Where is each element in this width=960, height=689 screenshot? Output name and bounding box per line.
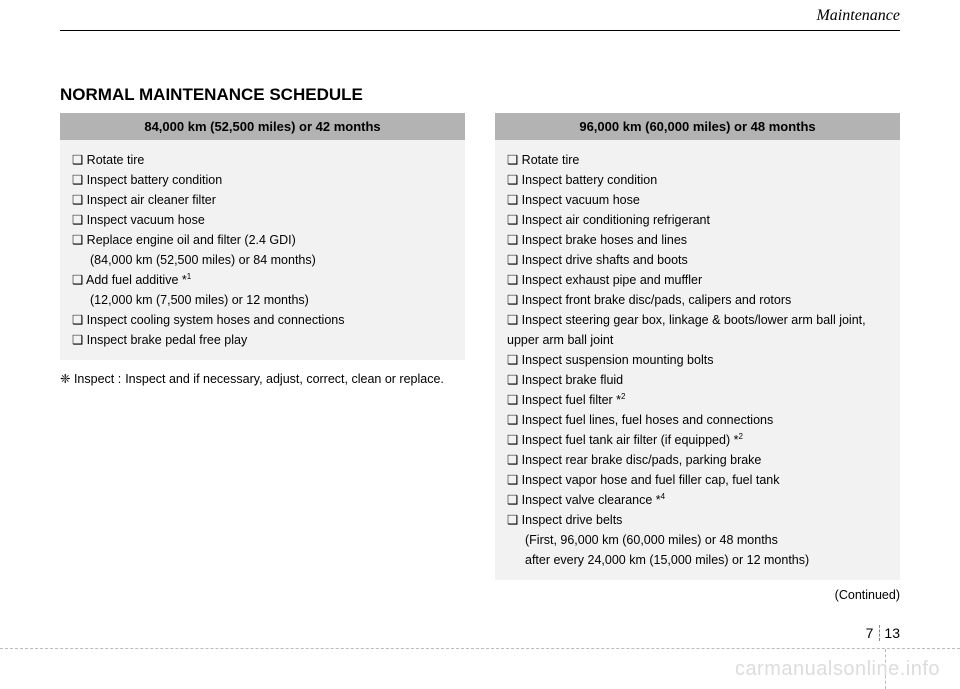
list-item: ❑ Rotate tire <box>507 150 888 170</box>
list-item: ❑ Inspect cooling system hoses and conne… <box>72 310 453 330</box>
list-item: after every 24,000 km (15,000 miles) or … <box>507 550 888 570</box>
list-item: (84,000 km (52,500 miles) or 84 months) <box>72 250 453 270</box>
list-item: ❑ Inspect front brake disc/pads, caliper… <box>507 290 888 310</box>
list-item: ❑ Replace engine oil and filter (2.4 GDI… <box>72 230 453 250</box>
right-items-box: ❑ Rotate tire❑ Inspect battery condition… <box>495 140 900 580</box>
list-item: ❑ Inspect vacuum hose <box>507 190 888 210</box>
list-item: ❑ Inspect air cleaner filter <box>72 190 453 210</box>
footnote-ref: 1 <box>187 272 191 281</box>
list-item: ❑ Inspect battery condition <box>507 170 888 190</box>
list-item: ❑ Inspect vacuum hose <box>72 210 453 230</box>
note-label: ❈ Inspect : <box>60 370 121 389</box>
list-item: ❑ Inspect suspension mounting bolts <box>507 350 888 370</box>
footnote-ref: 2 <box>621 392 625 401</box>
right-column: 96,000 km (60,000 miles) or 48 months ❑ … <box>495 113 900 602</box>
page-number-value: 13 <box>884 625 900 641</box>
list-item: ❑ Inspect valve clearance *4 <box>507 490 888 510</box>
list-item: ❑ Inspect drive shafts and boots <box>507 250 888 270</box>
list-item: ❑ Inspect fuel lines, fuel hoses and con… <box>507 410 888 430</box>
continued-label: (Continued) <box>495 588 900 602</box>
list-item: (First, 96,000 km (60,000 miles) or 48 m… <box>507 530 888 550</box>
header-rule: Maintenance <box>60 30 900 31</box>
list-item: ❑ Inspect fuel tank air filter (if equip… <box>507 430 888 450</box>
footnote-ref: 4 <box>661 492 665 501</box>
list-item: ❑ Inspect air conditioning refrigerant <box>507 210 888 230</box>
left-items-box: ❑ Rotate tire❑ Inspect battery condition… <box>60 140 465 360</box>
left-column: 84,000 km (52,500 miles) or 42 months ❑ … <box>60 113 465 602</box>
right-interval-header: 96,000 km (60,000 miles) or 48 months <box>495 113 900 140</box>
bottom-dash-line <box>0 648 960 649</box>
list-item: (12,000 km (7,500 miles) or 12 months) <box>72 290 453 310</box>
list-item: ❑ Inspect rear brake disc/pads, parking … <box>507 450 888 470</box>
list-item: ❑ Inspect steering gear box, linkage & b… <box>507 310 888 350</box>
page-number: 713 <box>866 625 900 641</box>
list-item: ❑ Inspect fuel filter *2 <box>507 390 888 410</box>
list-item: ❑ Inspect battery condition <box>72 170 453 190</box>
section-title: Maintenance <box>816 7 900 25</box>
list-item: ❑ Inspect vapor hose and fuel filler cap… <box>507 470 888 490</box>
left-interval-header: 84,000 km (52,500 miles) or 42 months <box>60 113 465 140</box>
list-item: ❑ Inspect brake fluid <box>507 370 888 390</box>
inspect-note: ❈ Inspect : Inspect and if necessary, ad… <box>60 370 465 389</box>
content-columns: 84,000 km (52,500 miles) or 42 months ❑ … <box>60 113 900 602</box>
list-item: ❑ Inspect brake hoses and lines <box>507 230 888 250</box>
chapter-number: 7 <box>866 625 881 641</box>
note-text: Inspect and if necessary, adjust, correc… <box>121 370 444 389</box>
list-item: ❑ Add fuel additive *1 <box>72 270 453 290</box>
watermark: carmanualsonline.info <box>735 658 940 681</box>
page-title: NORMAL MAINTENANCE SCHEDULE <box>60 85 900 105</box>
list-item: ❑ Inspect exhaust pipe and muffler <box>507 270 888 290</box>
footnote-ref: 2 <box>738 432 742 441</box>
list-item: ❑ Inspect brake pedal free play <box>72 330 453 350</box>
list-item: ❑ Rotate tire <box>72 150 453 170</box>
list-item: ❑ Inspect drive belts <box>507 510 888 530</box>
